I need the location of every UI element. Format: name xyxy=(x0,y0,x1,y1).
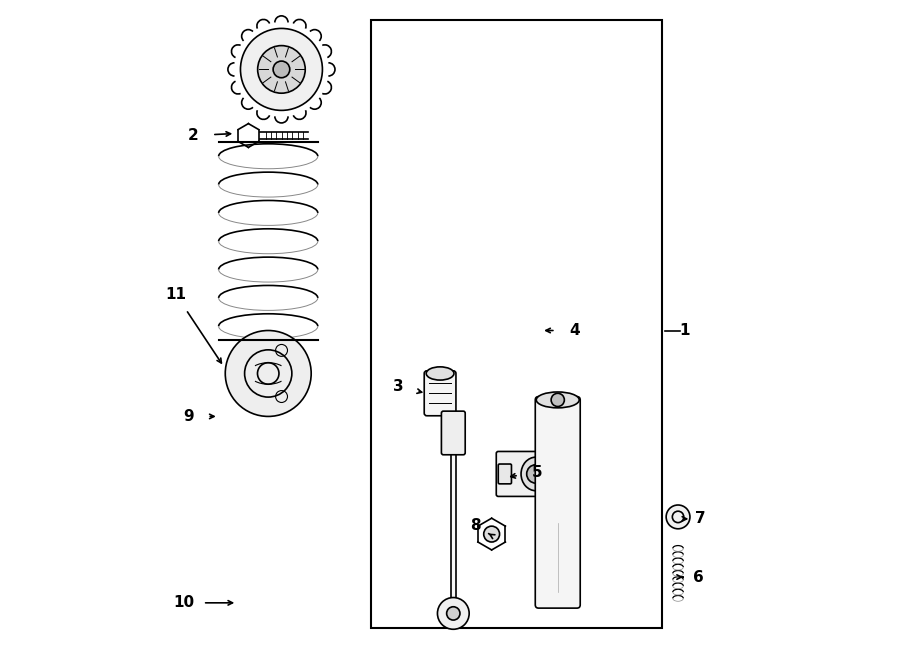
FancyBboxPatch shape xyxy=(550,464,563,484)
FancyBboxPatch shape xyxy=(536,397,580,608)
Circle shape xyxy=(240,28,322,110)
Circle shape xyxy=(257,46,305,93)
Text: 5: 5 xyxy=(532,465,543,480)
Text: 8: 8 xyxy=(470,518,481,533)
Circle shape xyxy=(526,465,545,483)
Ellipse shape xyxy=(521,457,551,490)
FancyBboxPatch shape xyxy=(441,411,465,455)
Circle shape xyxy=(666,505,690,529)
Text: 3: 3 xyxy=(393,379,404,394)
FancyBboxPatch shape xyxy=(424,371,456,416)
Circle shape xyxy=(225,330,311,416)
Bar xyxy=(451,413,456,598)
Text: 10: 10 xyxy=(174,596,194,610)
Ellipse shape xyxy=(427,367,454,380)
Circle shape xyxy=(446,607,460,620)
Circle shape xyxy=(437,598,469,629)
Circle shape xyxy=(551,393,564,407)
Text: 4: 4 xyxy=(569,323,580,338)
Text: 7: 7 xyxy=(695,512,706,526)
Ellipse shape xyxy=(536,392,580,408)
Text: 11: 11 xyxy=(166,287,186,301)
Text: 9: 9 xyxy=(184,409,194,424)
Circle shape xyxy=(273,61,290,78)
Text: 1: 1 xyxy=(680,323,690,338)
Text: 6: 6 xyxy=(693,570,704,584)
Text: 2: 2 xyxy=(188,128,199,143)
FancyBboxPatch shape xyxy=(499,464,511,484)
Circle shape xyxy=(483,526,500,542)
FancyBboxPatch shape xyxy=(496,451,565,496)
